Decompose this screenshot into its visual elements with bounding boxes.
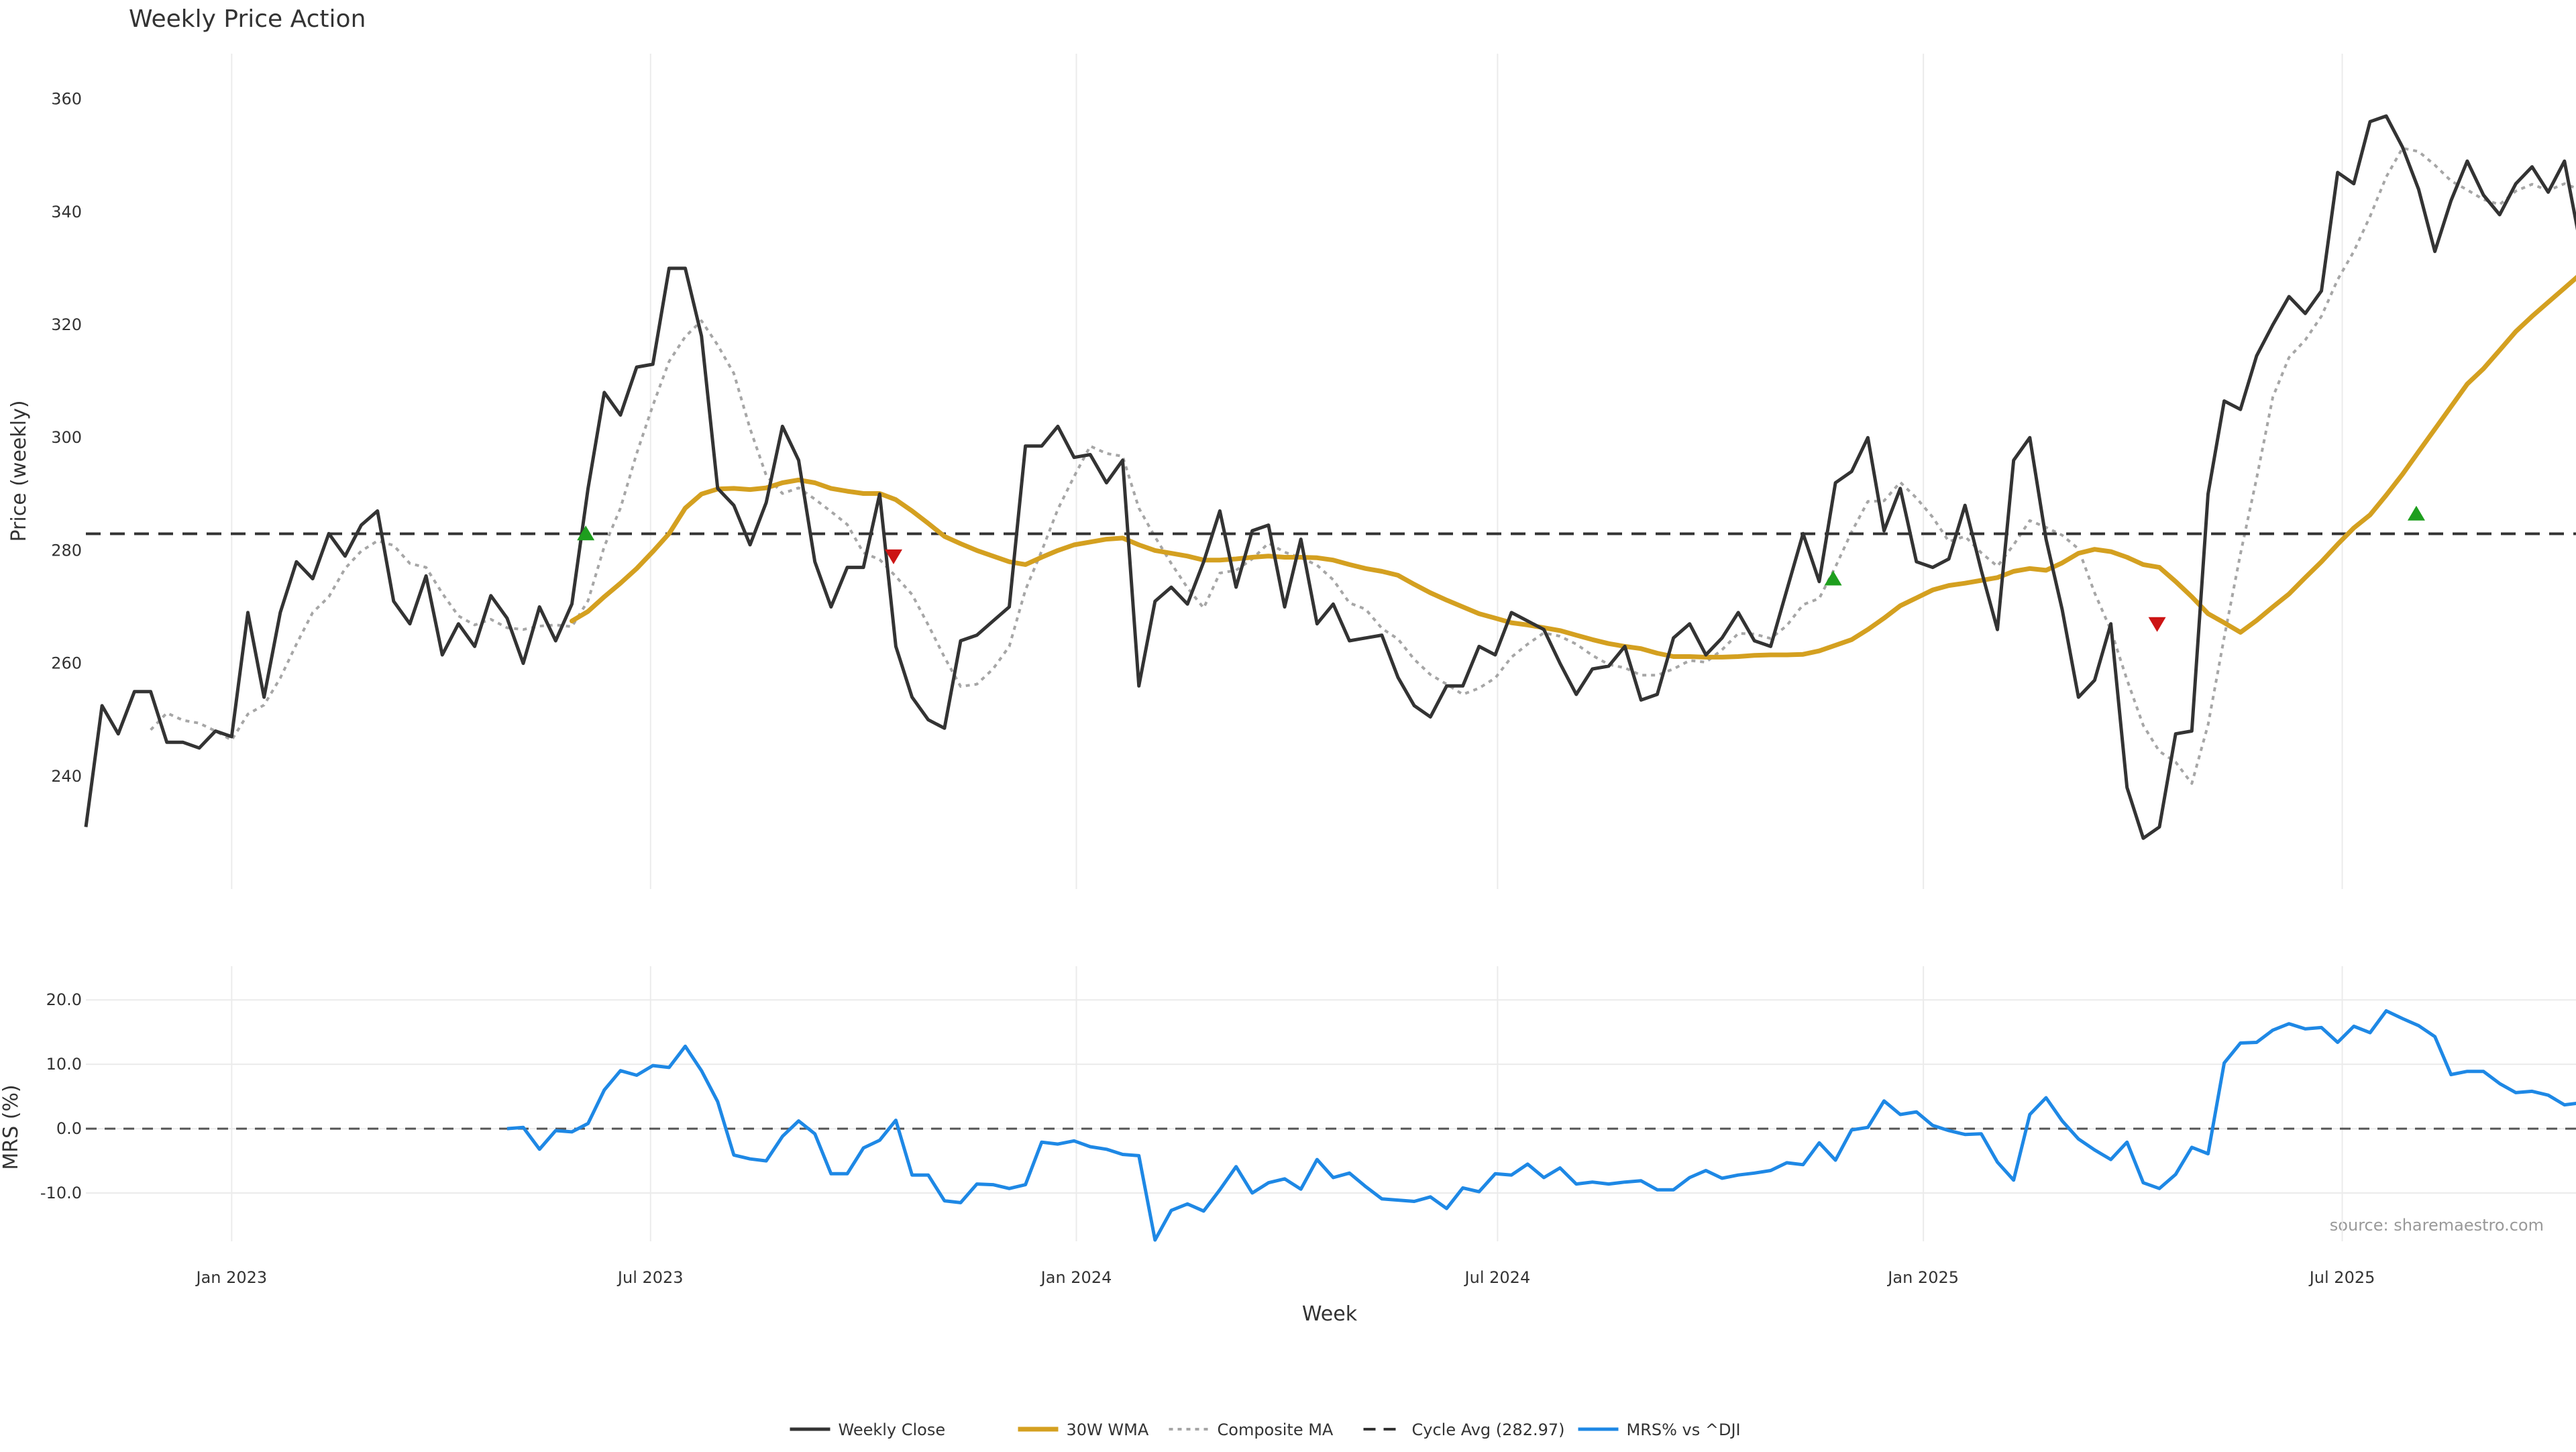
legend: Weekly Close 30W WMA Composite MA Cycle Avg… [790, 1420, 1741, 1439]
legend-label-mrs: MRS% vs ^DJI [1627, 1420, 1741, 1439]
price-axis-title: Price (weekly) [7, 400, 31, 541]
legend-label-close: Weekly Close [839, 1420, 946, 1439]
x-tick-label: Jul 2023 [616, 1268, 684, 1287]
price-y-tick-label: 300 [51, 428, 82, 447]
price-y-tick-label: 320 [51, 315, 82, 334]
x-tick-label: Jul 2025 [2308, 1268, 2375, 1287]
price-y-tick-label: 360 [51, 90, 82, 109]
weekly-close-line [86, 116, 2576, 838]
x-tick-label: Jan 2024 [1040, 1268, 1112, 1287]
buy-signal-marker [2408, 506, 2425, 521]
mrs-y-tick-label: 20.0 [46, 990, 82, 1009]
x-tick-label: Jul 2024 [1464, 1268, 1531, 1287]
x-tick-label: Jan 2025 [1886, 1268, 1959, 1287]
legend-label-wma: 30W WMA [1067, 1420, 1149, 1439]
legend-label-composite: Composite MA [1218, 1420, 1334, 1439]
chart-title: Weekly Price Action [129, 5, 366, 33]
mrs-line [507, 1011, 2576, 1241]
price-y-tick-label: 340 [51, 203, 82, 221]
mrs-y-tick-label: 10.0 [46, 1055, 82, 1074]
buy-signal-marker [1825, 570, 1842, 585]
x-tick-label: Jan 2023 [195, 1268, 267, 1287]
price-y-tick-label: 280 [51, 541, 82, 560]
mrs-axis-title: MRS (%) [0, 1084, 23, 1170]
wma-30w-line [572, 217, 2576, 657]
price-y-tick-label: 240 [51, 767, 82, 786]
mrs-y-tick-label: -10.0 [40, 1184, 82, 1202]
source-note: source: sharemaestro.com [2330, 1216, 2544, 1235]
price-y-tick-label: 260 [51, 654, 82, 673]
x-axis-title: Week [1302, 1302, 1358, 1326]
sell-signal-marker [2149, 617, 2166, 632]
legend-label-cycle: Cycle Avg (282.97) [1412, 1420, 1565, 1439]
mrs-y-tick-label: 0.0 [56, 1119, 82, 1138]
